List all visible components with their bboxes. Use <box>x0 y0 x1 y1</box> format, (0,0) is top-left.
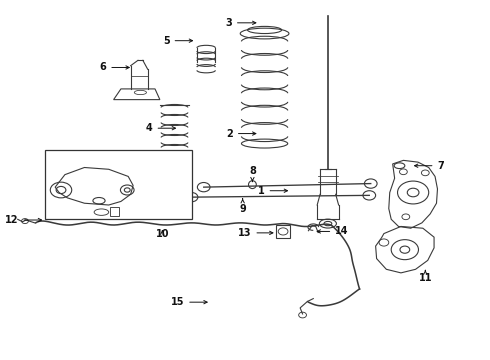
Text: 1: 1 <box>258 186 288 196</box>
Text: 10: 10 <box>155 229 169 239</box>
Bar <box>276 225 291 238</box>
Text: 8: 8 <box>249 166 256 182</box>
Text: 2: 2 <box>226 129 256 139</box>
Text: 15: 15 <box>171 297 207 307</box>
Text: 4: 4 <box>146 123 175 133</box>
Text: 9: 9 <box>239 199 246 214</box>
Text: 12: 12 <box>5 215 42 225</box>
Text: 13: 13 <box>238 228 273 238</box>
Text: 6: 6 <box>99 63 129 72</box>
Bar <box>110 207 119 216</box>
Text: 5: 5 <box>163 36 193 46</box>
Text: 14: 14 <box>317 226 349 237</box>
Bar <box>46 150 192 219</box>
Text: 11: 11 <box>418 270 432 283</box>
Text: 7: 7 <box>415 161 444 171</box>
Text: 3: 3 <box>225 18 256 28</box>
